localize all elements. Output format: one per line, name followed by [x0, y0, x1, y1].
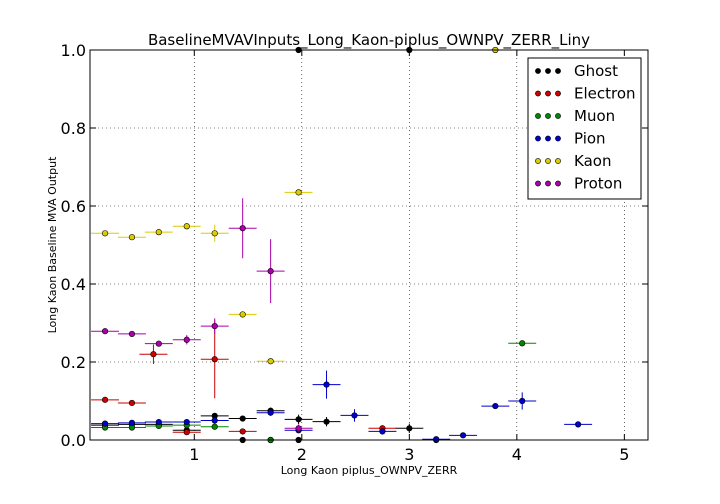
legend-entry-pion: Pion [535, 130, 606, 148]
x-tick-label: 4 [512, 445, 522, 464]
data-point [155, 229, 162, 236]
data-point [101, 328, 109, 335]
legend-label: Pion [574, 130, 606, 148]
data-point [323, 381, 330, 388]
data-point [519, 340, 526, 347]
legend-marker [545, 68, 551, 74]
series-proton [91, 198, 313, 433]
data-point [211, 423, 218, 430]
data-point [128, 234, 136, 241]
legend: Ghost Electron Muon Pion Kaon Proton [527, 57, 642, 200]
y-tick-label: 0.0 [61, 431, 86, 450]
legend-marker [555, 113, 561, 119]
legend-marker [555, 158, 561, 164]
data-point [155, 418, 162, 426]
legend-marker [545, 90, 551, 97]
legend-marker [555, 180, 561, 187]
legend-marker [535, 113, 541, 119]
data-point [101, 396, 109, 403]
legend-entry-muon: Muon [535, 107, 615, 125]
data-point [239, 428, 246, 435]
series-pion [91, 370, 593, 443]
data-point [575, 421, 582, 428]
data-point [295, 425, 302, 432]
plot-frame [89, 49, 649, 441]
series-muon [91, 340, 537, 444]
data-point [406, 425, 413, 432]
data-point [519, 397, 526, 405]
legend-entry-proton: Proton [535, 175, 622, 193]
data-point [183, 223, 190, 230]
data-point [239, 415, 246, 422]
legend-marker [555, 135, 561, 142]
data-point [101, 230, 109, 237]
data-point [211, 417, 218, 424]
data-point [295, 416, 302, 423]
legend-label: Proton [574, 175, 622, 193]
data-point [183, 418, 190, 426]
legend-marker [535, 68, 541, 74]
legend-marker [535, 90, 541, 97]
data-point [128, 330, 136, 338]
legend-marker [545, 158, 551, 164]
data-point [155, 340, 162, 347]
data-point [183, 336, 190, 343]
data-point [211, 323, 218, 330]
y-tick-label: 0.6 [61, 197, 86, 216]
data-point [267, 268, 274, 275]
chart-title: BaselineMVAVInputs_Long_Kaon-piplus_OWNP… [148, 31, 590, 50]
data-point [239, 225, 246, 232]
y-axis-title: Long Kaon Baseline MVA Output [46, 156, 59, 333]
axis-ticks: 1 2 3 4 5 0.0 0.2 0.4 0.6 0.8 1.0 [61, 41, 648, 464]
x-tick-label: 3 [404, 445, 414, 464]
data-point [239, 311, 246, 318]
legend-marker [535, 135, 541, 142]
x-tick-label: 5 [619, 445, 629, 464]
legend-marker [545, 135, 551, 142]
data-point [492, 402, 499, 410]
legend-label: Muon [574, 107, 615, 125]
legend-label: Ghost [574, 62, 618, 80]
data-point [128, 419, 136, 426]
y-tick-label: 0.8 [61, 119, 86, 138]
data-point [128, 399, 136, 407]
data-point [433, 436, 440, 443]
data-point [183, 429, 190, 436]
data-marks [91, 46, 593, 444]
legend-marker [555, 68, 561, 74]
data-point [295, 189, 302, 196]
x-tick-label: 2 [297, 445, 307, 464]
data-point [267, 358, 274, 365]
data-point [211, 230, 218, 237]
data-point [379, 428, 386, 435]
legend-marker [545, 113, 551, 119]
legend-marker [545, 180, 551, 187]
y-tick-label: 0.2 [61, 353, 86, 372]
series-kaon [91, 46, 510, 365]
data-point [267, 409, 274, 416]
y-tick-label: 1.0 [61, 41, 86, 60]
legend-label: Kaon [574, 152, 611, 170]
legend-entry-kaon: Kaon [535, 152, 611, 170]
data-point [459, 432, 467, 439]
x-axis-title: Long Kaon piplus_OWNPV_ZERR [281, 464, 458, 477]
y-tick-label: 0.4 [61, 275, 86, 294]
legend-entry-ghost: Ghost [535, 62, 618, 80]
legend-box [527, 57, 642, 200]
data-point [150, 351, 157, 358]
legend-marker [555, 90, 561, 97]
legend-label: Electron [574, 85, 636, 103]
legend-entry-electron: Electron [535, 85, 636, 103]
data-point [351, 412, 358, 419]
x-tick-label: 1 [189, 445, 199, 464]
data-point [211, 356, 218, 363]
legend-marker [535, 180, 541, 187]
data-point [101, 420, 109, 427]
legend-marker [535, 158, 541, 164]
data-point [323, 418, 330, 425]
